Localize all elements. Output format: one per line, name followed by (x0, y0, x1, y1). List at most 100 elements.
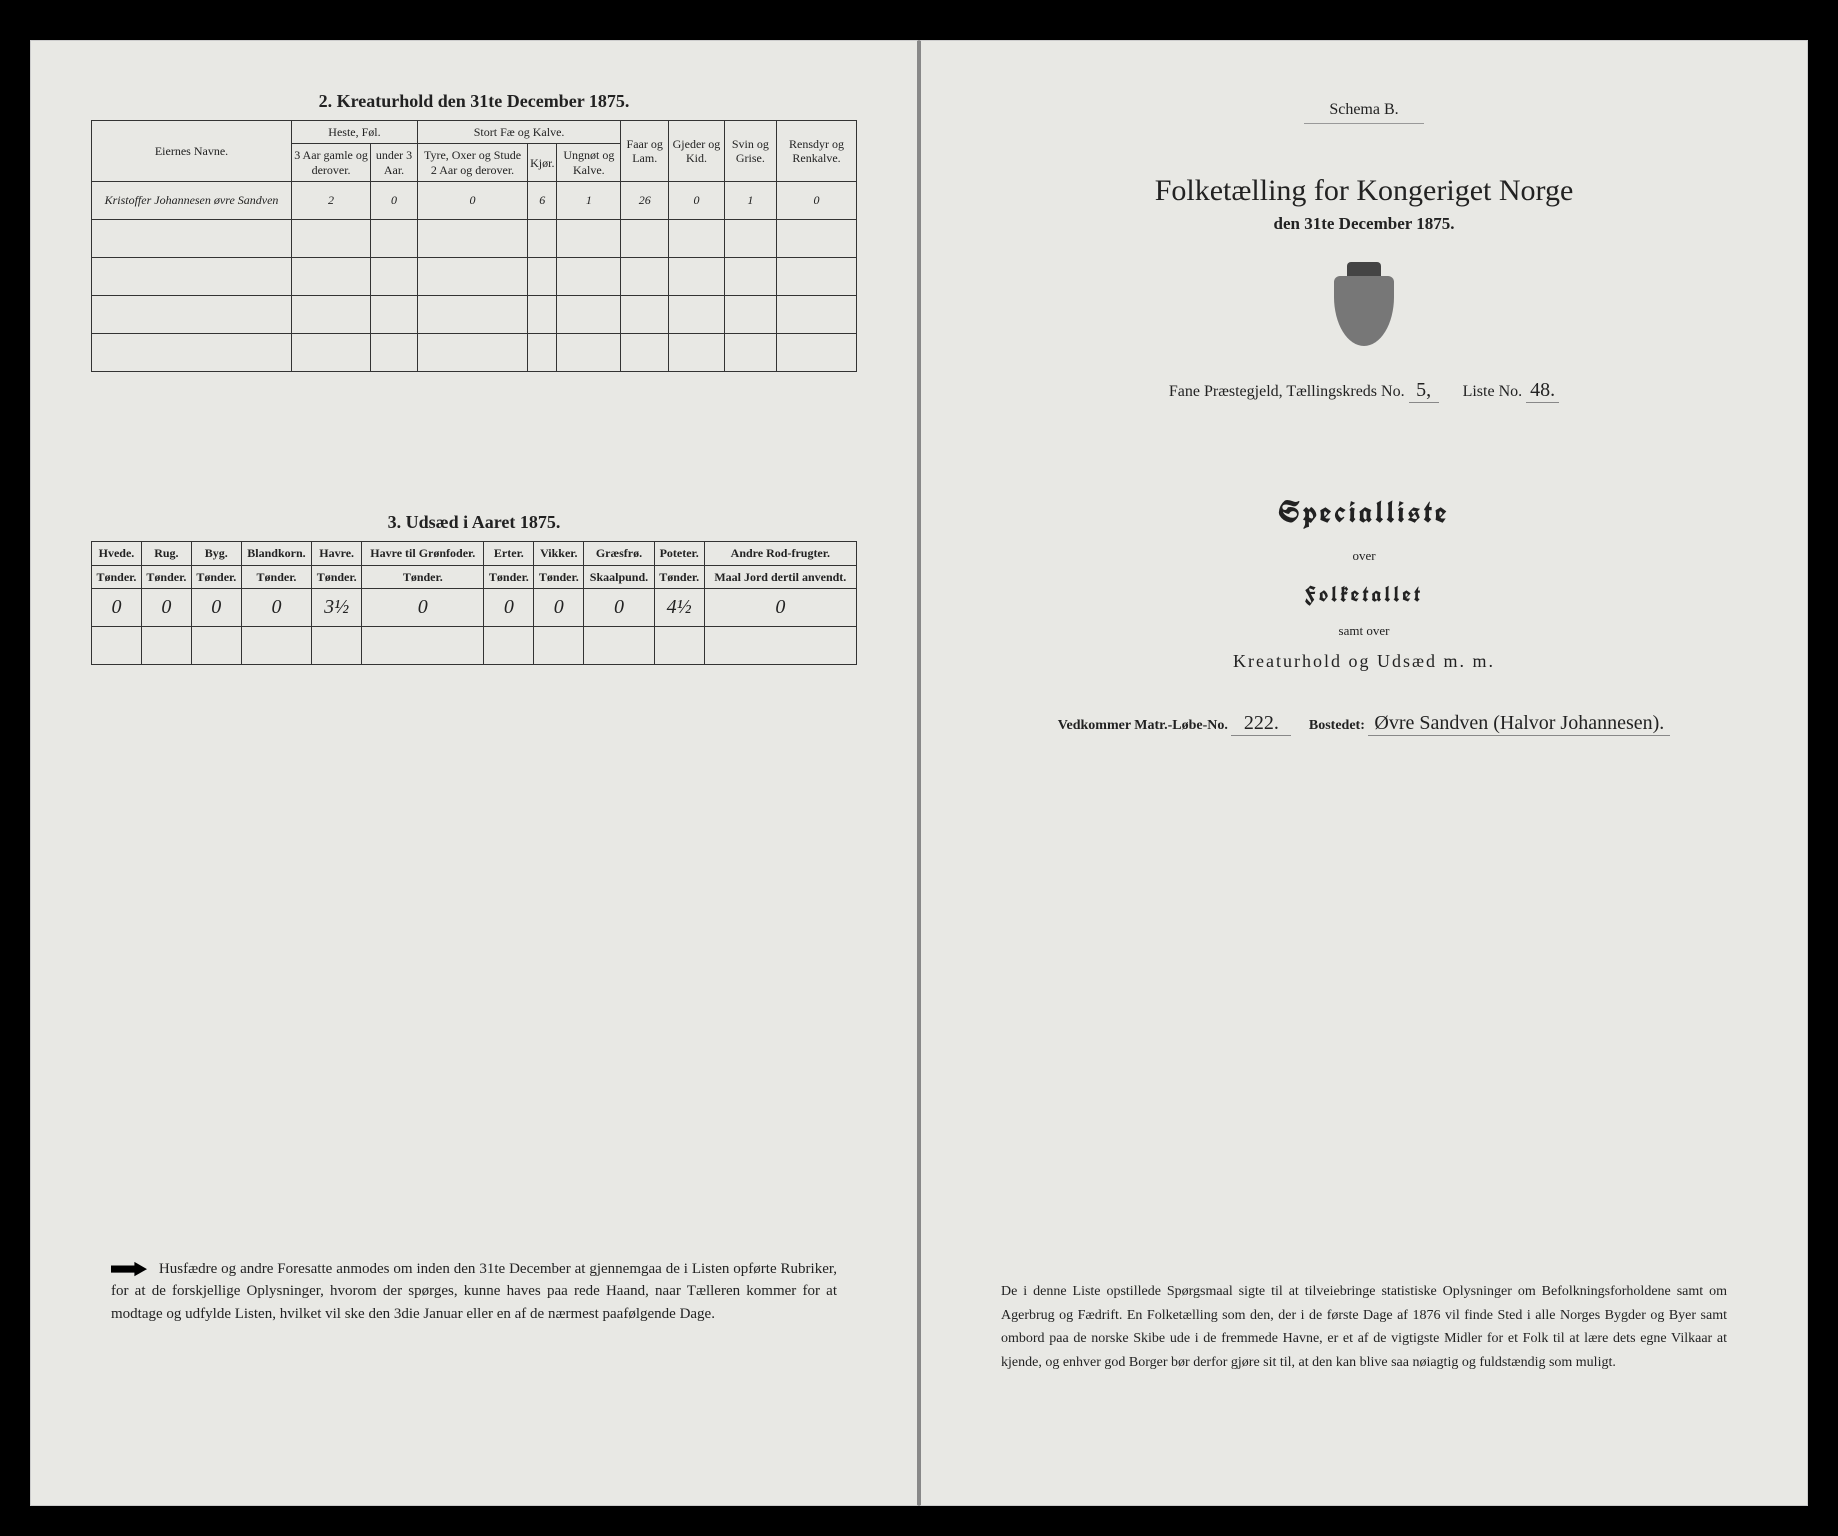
table-row (92, 258, 857, 296)
seed-hdr: Byg. (191, 542, 241, 565)
matr-no: 222. (1231, 712, 1291, 736)
seed-subhdr: Tønder. (534, 565, 584, 588)
seed-cell: 0 (704, 588, 856, 626)
seed-cell: 0 (534, 588, 584, 626)
section3: 3. Udsæd i Aaret 1875. Hvede.Rug.Byg.Bla… (91, 512, 857, 665)
cell-v2: 0 (417, 182, 527, 220)
seed-table: Hvede.Rug.Byg.Blandkorn.Havre.Havre til … (91, 541, 857, 665)
vedkommer-line: Vedkommer Matr.-Løbe-No. 222. Bostedet: … (981, 712, 1747, 736)
over-text: over (981, 548, 1747, 564)
seed-cell (534, 626, 584, 664)
seed-cell: 0 (191, 588, 241, 626)
right-footnote: De i denne Liste opstillede Spørgsmaal s… (1001, 1280, 1727, 1375)
hdr-goats: Gjeder og Kid. (669, 121, 725, 182)
left-footnote: Husfædre og andre Foresatte anmodes om i… (111, 1258, 837, 1326)
hdr-cattle-b: Kjør. (528, 144, 557, 182)
seed-subhdr: Maal Jord dertil anvendt. (704, 565, 856, 588)
table-row: Kristoffer Johannesen øvre Sandven 2 0 0… (92, 182, 857, 220)
seed-hdr: Poteter. (654, 542, 704, 565)
liste-label: Liste No. (1463, 383, 1523, 400)
seed-subhdr: Tønder. (362, 565, 484, 588)
seed-hdr: Hvede. (92, 542, 142, 565)
cell-v6: 0 (669, 182, 725, 220)
left-footnote-text: Husfædre og andre Foresatte anmodes om i… (111, 1261, 837, 1322)
seed-cell: 3½ (312, 588, 362, 626)
bosted: Øvre Sandven (Halvor Johannesen). (1368, 712, 1670, 736)
seed-cell: 0 (362, 588, 484, 626)
seed-cell (704, 626, 856, 664)
schema-label: Schema B. (1304, 101, 1424, 124)
left-page: 2. Kreaturhold den 31te December 1875. E… (30, 40, 919, 1506)
cell-owner: Kristoffer Johannesen øvre Sandven (92, 182, 292, 220)
cell-v3: 6 (528, 182, 557, 220)
seed-cell: 0 (241, 588, 311, 626)
section3-title: 3. Udsæd i Aaret 1875. (91, 512, 857, 533)
livestock-table: Eiernes Navne. Heste, Føl. Stort Fæ og K… (91, 120, 857, 372)
parish-line: Fane Præstegjeld, Tællingskreds No. 5, L… (981, 379, 1747, 403)
kreaturhold-heading: Kreaturhold og Udsæd m. m. (981, 651, 1747, 672)
seed-cell (141, 626, 191, 664)
right-page: Schema B. Folketælling for Kongeriget No… (919, 40, 1808, 1506)
table-row: 00003½00004½0 (92, 588, 857, 626)
seed-cell: 0 (484, 588, 534, 626)
seed-hdr: Blandkorn. (241, 542, 311, 565)
seed-hdr: Andre Rod-frugter. (704, 542, 856, 565)
cell-v1: 0 (371, 182, 418, 220)
seed-hdr: Havre. (312, 542, 362, 565)
cell-v0: 2 (292, 182, 371, 220)
seed-cell: 4½ (654, 588, 704, 626)
cell-v7: 1 (724, 182, 776, 220)
ved-label1: Vedkommer Matr.-Løbe-No. (1058, 718, 1228, 733)
seed-subhdr: Tønder. (241, 565, 311, 588)
seed-cell (654, 626, 704, 664)
liste-no: 48. (1526, 379, 1559, 403)
seed-cell: 0 (141, 588, 191, 626)
seed-hdr: Havre til Grønfoder. (362, 542, 484, 565)
hdr-horse-group: Heste, Føl. (292, 121, 418, 144)
seed-cell (484, 626, 534, 664)
seed-hdr: Rug. (141, 542, 191, 565)
table-row (92, 334, 857, 372)
hdr-cattle-c: Ungnøt og Kalve. (557, 144, 621, 182)
seed-subhdr: Tønder. (312, 565, 362, 588)
pointing-hand-icon (111, 1260, 147, 1278)
hdr-owner: Eiernes Navne. (92, 121, 292, 182)
seed-cell (191, 626, 241, 664)
cell-v5: 26 (621, 182, 669, 220)
hdr-horse-a: 3 Aar gamle og derover. (292, 144, 371, 182)
seed-subhdr: Skaalpund. (584, 565, 654, 588)
folketallet-heading: Folketallet (981, 580, 1747, 609)
cell-v4: 1 (557, 182, 621, 220)
samt-text: samt over (981, 623, 1747, 639)
seed-subhdr: Tønder. (484, 565, 534, 588)
seed-cell: 0 (92, 588, 142, 626)
seed-hdr: Vikker. (534, 542, 584, 565)
table-row (92, 220, 857, 258)
seed-cell (92, 626, 142, 664)
seed-subhdr: Tønder. (654, 565, 704, 588)
seed-hdr: Erter. (484, 542, 534, 565)
hdr-sheep: Faar og Lam. (621, 121, 669, 182)
seed-cell: 0 (584, 588, 654, 626)
seed-cell (584, 626, 654, 664)
seed-cell (362, 626, 484, 664)
seed-cell (312, 626, 362, 664)
seed-subhdr: Tønder. (141, 565, 191, 588)
parish-no: 5, (1409, 379, 1439, 403)
cell-v8: 0 (777, 182, 857, 220)
parish-label: Fane Præstegjeld, Tællingskreds No. (1169, 383, 1405, 400)
section2-title: 2. Kreaturhold den 31te December 1875. (91, 91, 857, 112)
coat-of-arms-icon (1329, 264, 1399, 349)
hdr-reindeer: Rensdyr og Renkalve. (777, 121, 857, 182)
seed-subhdr: Tønder. (92, 565, 142, 588)
hdr-horse-b: under 3 Aar. (371, 144, 418, 182)
hdr-cattle-group: Stort Fæ og Kalve. (417, 121, 620, 144)
table-row (92, 626, 857, 664)
hdr-pigs: Svin og Grise. (724, 121, 776, 182)
scan-frame: 2. Kreaturhold den 31te December 1875. E… (30, 40, 1808, 1506)
table-row (92, 296, 857, 334)
specialliste-heading: Specialliste (981, 493, 1747, 532)
census-title: Folketælling for Kongeriget Norge (981, 174, 1747, 208)
seed-cell (241, 626, 311, 664)
hdr-cattle-a: Tyre, Oxer og Stude 2 Aar og derover. (417, 144, 527, 182)
